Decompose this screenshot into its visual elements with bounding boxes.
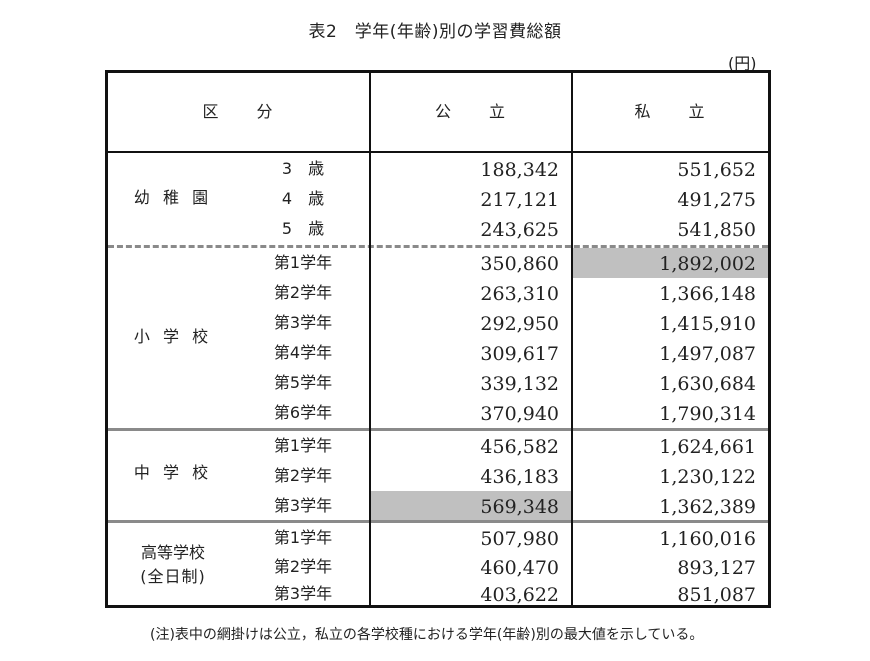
- private-value: 1,160,016: [659, 528, 756, 550]
- private-value: 1,362,389: [659, 496, 756, 518]
- group-label: 幼 稚 園: [133, 188, 213, 207]
- group-label: 高等学校: [140, 543, 205, 562]
- private-value: 551,652: [677, 159, 756, 181]
- grade-label: 第6学年: [273, 403, 333, 422]
- private-value: 1,230,122: [659, 466, 756, 488]
- table-title: 表2 学年(年齢)別の学習費総額: [308, 22, 562, 42]
- grade-label: 第1学年: [273, 253, 333, 272]
- group-sublabel: (全日制): [140, 567, 206, 586]
- grade-label: 第4学年: [273, 343, 333, 362]
- column-divider: [369, 73, 371, 605]
- group-label: 中 学 校: [133, 463, 213, 482]
- table-row: 第1学年 456,582 1,624,661: [108, 431, 768, 461]
- public-value: 243,625: [480, 219, 559, 241]
- grade-label: 4 歳: [281, 189, 325, 208]
- public-value: 339,132: [480, 373, 559, 395]
- table-header: 区 分 公 立 私 立: [108, 73, 768, 153]
- group-label: 小 学 校: [133, 327, 213, 346]
- public-value: 263,310: [480, 283, 559, 305]
- grade-label: 第3学年: [273, 313, 333, 332]
- table-row: 第3学年 569,348 1,362,389: [108, 491, 768, 521]
- grade-label: 第3学年: [273, 584, 333, 603]
- column-divider: [571, 73, 573, 605]
- public-value: 370,940: [480, 403, 559, 425]
- public-value: 436,183: [480, 466, 559, 488]
- table-row: 5 歳 243,625 541,850: [108, 214, 768, 244]
- private-value: 1,497,087: [659, 343, 756, 365]
- group-elementary: 小 学 校 第1学年 350,860 1,892,002 第2学年 263,31…: [108, 245, 768, 428]
- group-junior-high: 中 学 校 第1学年 456,582 1,624,661 第2学年 436,18…: [108, 428, 768, 521]
- group-high-school: 高等学校 (全日制) 第1学年 507,980 1,160,016 第2学年 4…: [108, 520, 768, 606]
- public-value: 456,582: [480, 436, 559, 458]
- private-value: 1,366,148: [659, 283, 756, 305]
- private-value: 893,127: [677, 557, 756, 579]
- public-value: 188,342: [480, 159, 559, 181]
- public-value: 403,622: [480, 584, 559, 606]
- table-row: 第1学年 350,860 1,892,002: [108, 248, 768, 278]
- table-row: 4 歳 217,121 491,275: [108, 184, 768, 214]
- table-row: 第3学年 292,950 1,415,910: [108, 308, 768, 338]
- grade-label: 3 歳: [281, 159, 325, 178]
- public-value: 309,617: [480, 343, 559, 365]
- unit-label: (円): [728, 54, 757, 73]
- grade-label: 第2学年: [273, 466, 333, 485]
- private-value: 1,415,910: [659, 313, 756, 335]
- private-value: 1,790,314: [659, 403, 756, 425]
- grade-label: 第2学年: [273, 283, 333, 302]
- private-value-max: 1,892,002: [573, 248, 768, 278]
- header-category: 区 分: [202, 102, 275, 121]
- private-value: 491,275: [677, 189, 756, 211]
- group-kindergarten: 幼 稚 園 3 歳 188,342 551,652 4 歳 217,121 49…: [108, 153, 768, 245]
- public-value: 460,470: [480, 557, 559, 579]
- table-row: 3 歳 188,342 551,652: [108, 154, 768, 184]
- table-row: 第5学年 339,132 1,630,684: [108, 368, 768, 398]
- header-private: 私 立: [634, 102, 707, 121]
- grade-label: 第3学年: [273, 496, 333, 515]
- private-value: 1,630,684: [659, 373, 756, 395]
- grade-label: 第1学年: [273, 436, 333, 455]
- private-value: 851,087: [677, 584, 756, 606]
- footnote: (注)表中の網掛けは公立，私立の各学校種における学年(年齢)別の最大値を示してい…: [150, 627, 704, 643]
- private-value: 1,624,661: [659, 436, 756, 458]
- table-row: 第2学年 460,470 893,127: [108, 552, 768, 582]
- private-value: 541,850: [677, 219, 756, 241]
- grade-label: 5 歳: [281, 219, 325, 238]
- table-row: 第4学年 309,617 1,497,087: [108, 338, 768, 368]
- table-row: 第6学年 370,940 1,790,314: [108, 398, 768, 428]
- public-value: 507,980: [480, 528, 559, 550]
- grade-label: 第5学年: [273, 373, 333, 392]
- grade-label: 第2学年: [273, 557, 333, 576]
- table-row: 第2学年 263,310 1,366,148: [108, 278, 768, 308]
- grade-label: 第1学年: [273, 528, 333, 547]
- table-row: 第3学年 403,622 851,087: [108, 579, 768, 609]
- table-row: 第1学年 507,980 1,160,016: [108, 523, 768, 553]
- public-value-max: 569,348: [371, 491, 571, 521]
- cost-table: 区 分 公 立 私 立 幼 稚 園 3 歳 188,342 551,652 4 …: [105, 70, 771, 608]
- table-row: 第2学年 436,183 1,230,122: [108, 461, 768, 491]
- public-value: 350,860: [480, 253, 559, 275]
- header-public: 公 立: [434, 102, 507, 121]
- public-value: 292,950: [480, 313, 559, 335]
- public-value: 217,121: [480, 189, 559, 211]
